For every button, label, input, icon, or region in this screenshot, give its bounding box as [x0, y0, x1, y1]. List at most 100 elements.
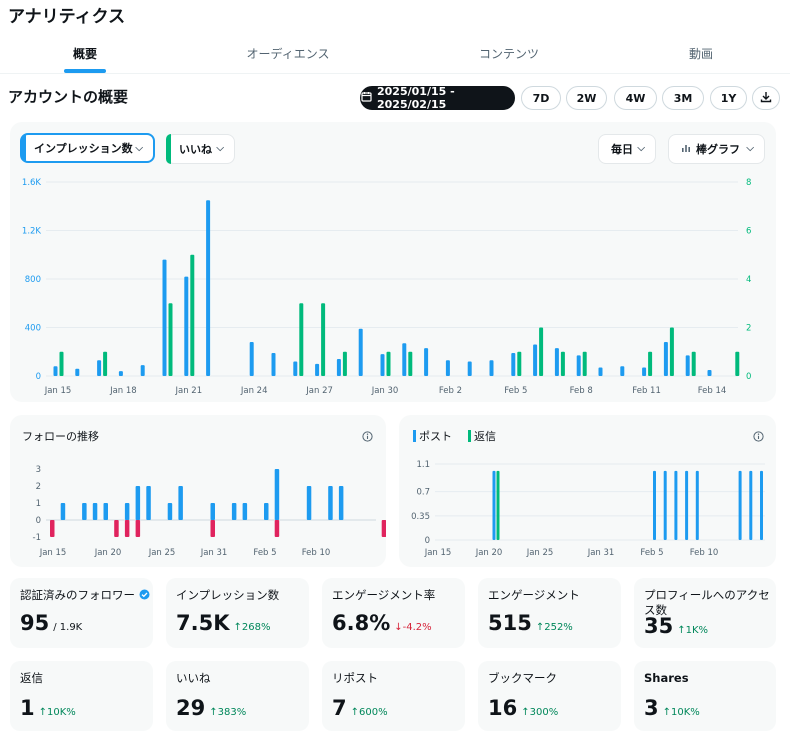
impressions-bar: [424, 348, 429, 376]
metric-value-wrap: 95/ 1.9K: [20, 611, 82, 635]
metric-delta: ↑383%: [209, 707, 247, 718]
right-axis-tick-label: 0: [746, 372, 751, 382]
metric-value-wrap: 29 ↑383%: [176, 696, 246, 720]
x-axis-tick-label: Jan 30: [371, 386, 399, 396]
follow-gain-bar: [338, 486, 344, 520]
metric1-dropdown[interactable]: インプレッション数 ⌵: [20, 133, 155, 163]
likes-bar: [103, 351, 108, 376]
y-axis-tick-label: 3: [36, 465, 41, 475]
active-tab-indicator: [64, 69, 106, 73]
metric-value: 29: [176, 696, 206, 720]
post-bar: [663, 470, 667, 540]
legend-label-reply: 返信: [474, 430, 496, 443]
metric-card-profile-visits: プロフィールへのアクセス数 35 ↑1K%: [634, 578, 776, 648]
metric-delta: ↑600%: [350, 707, 388, 718]
metric-card-likes: いいね 29 ↑383%: [166, 661, 309, 731]
info-icon[interactable]: [753, 427, 764, 446]
follow-loss-bar: [210, 520, 215, 537]
tab-content[interactable]: コンテンツ: [478, 47, 539, 61]
post-bar: [695, 470, 699, 540]
impressions-bar: [184, 276, 189, 376]
x-axis-tick-label: Feb 10: [690, 548, 719, 558]
x-axis-tick-label: Jan 25: [526, 548, 554, 558]
impressions-bar: [315, 363, 320, 376]
likes-bar: [321, 303, 326, 376]
download-icon: [760, 91, 772, 106]
x-axis-tick-label: Feb 5: [504, 386, 527, 396]
x-axis-tick-label: Feb 14: [698, 386, 727, 396]
metric-label-wrap: 認証済みのフォロワー: [20, 588, 150, 604]
impressions-bar: [336, 359, 341, 376]
metric-card-reposts: リポスト 7 ↑600%: [322, 661, 465, 731]
left-axis-tick-label: 1.2K: [22, 227, 42, 237]
likes-bar: [59, 351, 64, 376]
impressions-bar: [293, 361, 298, 376]
impressions-bar: [467, 361, 472, 376]
metric2-color-bar: [166, 134, 171, 164]
y-axis-tick-label: 2: [36, 482, 41, 492]
follow-gain-bar: [82, 503, 87, 520]
metric2-dropdown[interactable]: いいね ⌵: [166, 134, 235, 164]
main-bar-chart: 0 400 800 1.2K 1.6K 0 2 4 6 8 Jan 15 Jan 18 Jan 21 Ja…: [22, 178, 752, 396]
legend-swatch-post: [413, 430, 416, 442]
metric-value-wrap: 515 ↑252%: [488, 611, 573, 635]
date-range-button[interactable]: 2025/01/15 - 2025/02/15: [360, 85, 515, 111]
x-axis-tick-label: Jan 20: [475, 548, 503, 558]
legend-swatch-reply: [468, 430, 471, 442]
metric-card-verified-followers: 認証済みのフォロワー 95/ 1.9K: [10, 578, 153, 648]
impressions-bar: [445, 360, 450, 376]
metric-card-replies: 返信 1 ↑10K%: [10, 661, 153, 731]
info-icon[interactable]: [362, 427, 373, 446]
likes-bar: [190, 254, 195, 376]
x-axis-tick-label: Jan 20: [94, 548, 122, 558]
left-axis-tick-label: 0: [36, 372, 41, 382]
legend-label-post: ポスト: [419, 430, 452, 443]
posts-chart-card: ポスト 返信: [399, 415, 776, 567]
left-axis-tick-label: 400: [25, 324, 41, 334]
likes-bar: [517, 351, 522, 376]
range-3m-button[interactable]: 3M: [662, 86, 704, 110]
metric-label: Shares: [644, 671, 689, 685]
x-axis-tick-label: Feb 8: [570, 386, 593, 396]
impressions-bar: [206, 200, 211, 376]
impressions-bar: [663, 342, 668, 376]
impressions-bar: [533, 344, 538, 376]
metric-label: リポスト: [332, 671, 378, 685]
download-button[interactable]: [752, 86, 780, 110]
metric-label: ブックマーク: [488, 671, 557, 685]
x-axis-tick-label: Jan 15: [44, 386, 72, 396]
metric-delta: ↑268%: [233, 622, 271, 633]
metric-value: 515: [488, 611, 532, 635]
metric-value: 7.5K: [176, 611, 230, 635]
tab-overview[interactable]: 概要: [72, 47, 97, 61]
post-bar: [738, 470, 742, 540]
follow-gain-bar: [167, 503, 173, 520]
right-axis-tick-label: 2: [746, 324, 751, 334]
post-bar: [674, 470, 678, 540]
tab-audience[interactable]: オーディエンス: [246, 47, 330, 61]
metric-value-wrap: 16 ↑300%: [488, 696, 558, 720]
range-4w-button[interactable]: 4W: [614, 86, 657, 110]
metric-delta: ↑252%: [535, 622, 573, 633]
metric-sub: / 1.9K: [53, 622, 83, 633]
y-axis-tick-label: 0: [36, 516, 41, 526]
range-7d-button[interactable]: 7D: [521, 86, 561, 110]
metric-delta: ↑300%: [521, 707, 559, 718]
interval-dropdown[interactable]: 毎日 ⌵: [598, 134, 656, 164]
posts-bar-chart: 0 0.35 0.7 1.1 Jan 15 Jan 20 Jan 25 Jan 31 Feb 5…: [411, 460, 765, 558]
reply-bar: [496, 470, 500, 540]
follow-gain-bar: [178, 486, 183, 520]
follow-gain-bar: [60, 503, 66, 520]
range-2w-button[interactable]: 2W: [566, 86, 607, 110]
impressions-bar: [642, 367, 647, 376]
range-1y-button[interactable]: 1Y: [710, 86, 747, 110]
x-axis-tick-label: Jan 15: [39, 548, 67, 558]
right-axis-tick-label: 4: [746, 275, 751, 285]
likes-bar: [735, 351, 740, 376]
x-axis-tick-label: Feb 11: [632, 386, 661, 396]
x-axis-tick-label: Jan 18: [109, 386, 137, 396]
tab-video[interactable]: 動画: [688, 47, 713, 61]
chevron-down-icon: ⌵: [637, 143, 645, 154]
chart-type-dropdown[interactable]: 棒グラフ ⌵: [668, 134, 765, 164]
follow-gain-bar: [103, 503, 108, 520]
